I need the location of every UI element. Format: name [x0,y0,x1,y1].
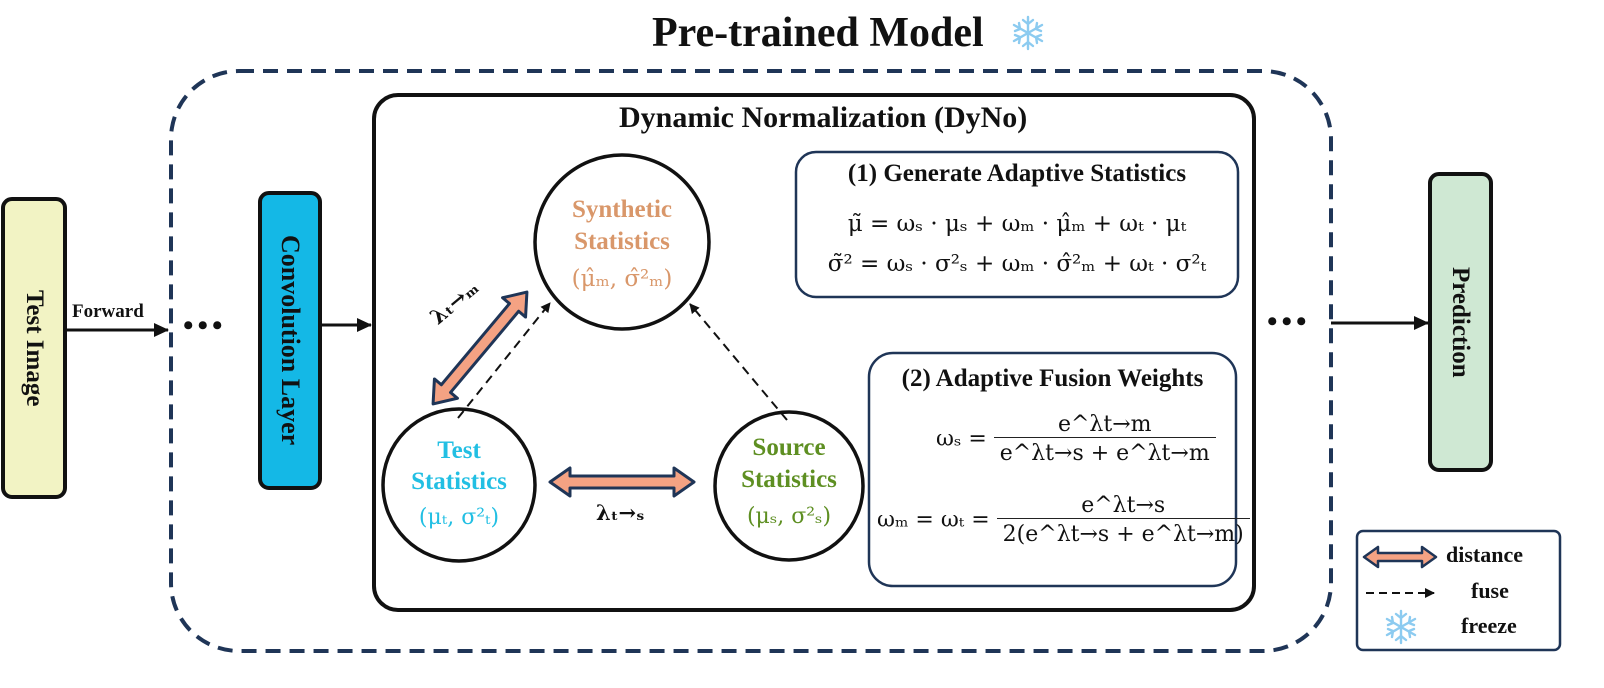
test-image-box [1,197,67,499]
convolution-layer-box [258,191,322,490]
legend-distance-swatch [1362,545,1438,569]
title-snowflake-icon [1012,15,1044,51]
omega-s-lhs: ωₛ = [936,426,987,452]
test-image-label: Test Image [21,289,48,407]
test-name-line1: Test [437,437,481,464]
omega-s-denominator: e^λt→s + e^λt→m [993,437,1216,466]
omega-m-lhs: ωₘ = ωₜ = [877,507,990,533]
dyno-title: Dynamic Normalization (DyNo) [619,101,1028,134]
distance-arrow-test-source [548,466,696,498]
source-statistics-node [713,410,865,562]
fusion-weights-title: (2) Adaptive Fusion Weights [901,365,1204,392]
source-name-line1: Source [752,434,826,461]
synthetic-params: (μ̂ₘ, σ̂²ₘ) [571,266,673,292]
prediction-label: Prediction [1447,266,1474,378]
test-name-line2: Statistics [411,468,507,495]
test-params: (μₜ, σ²ₜ) [418,505,500,530]
omega-s-equation: ωₛ = e^λt→m e^λt→s + e^λt→m [936,412,1216,466]
forward-label: Forward [72,301,144,322]
omega-m-numerator: e^λt→s [1081,493,1166,518]
ellipsis-right: ••• [1267,305,1311,338]
omega-m-fraction: e^λt→s 2(e^λt→s + e^λt→m) [996,493,1250,547]
legend-freeze-label: freeze [1461,613,1517,638]
adaptive-statistics-box [794,150,1240,299]
fuse-arrow-source-to-synthetic [689,303,788,421]
source-params: (μₛ, σ²ₛ) [746,504,832,529]
synthetic-statistics-node [533,153,711,331]
legend-fuse-label: fuse [1471,578,1509,603]
lambda-ts-label: λₜ→ₛ [596,500,645,525]
fusion-weights-box [867,351,1238,588]
fuse-arrow-test-to-synthetic [457,302,551,419]
ellipsis-left: ••• [183,309,227,342]
convolution-layer-label: Convolution Layer [276,235,305,446]
omega-s-fraction: e^λt→m e^λt→s + e^λt→m [993,412,1216,466]
legend-distance-label: distance [1446,542,1523,567]
omega-m-equation: ωₘ = ωₜ = e^λt→s 2(e^λt→s + e^λt→m) [877,493,1250,547]
synthetic-name-line2: Statistics [574,228,670,255]
adaptive-mean-equation: μ̃ = ωₛ · μₛ + ωₘ · μ̂ₘ + ωₜ · μₜ [847,211,1187,237]
source-name-line2: Statistics [741,466,837,493]
distance-arrow-test-synthetic [431,290,529,406]
synthetic-name-line1: Synthetic [572,196,672,223]
pretrained-model-border [169,69,1333,653]
adaptive-variance-equation: σ̃² = ωₛ · σ²ₛ + ωₘ · σ̂²ₘ + ωₜ · σ²ₜ [827,251,1207,277]
adaptive-statistics-title: (1) Generate Adaptive Statistics [847,160,1187,187]
test-statistics-node [381,407,537,563]
prediction-box [1428,172,1493,472]
omega-m-denominator: 2(e^λt→s + e^λt→m) [996,518,1250,547]
omega-s-numerator: e^λt→m [1057,412,1152,437]
page-title: Pre-trained Model [652,10,984,56]
